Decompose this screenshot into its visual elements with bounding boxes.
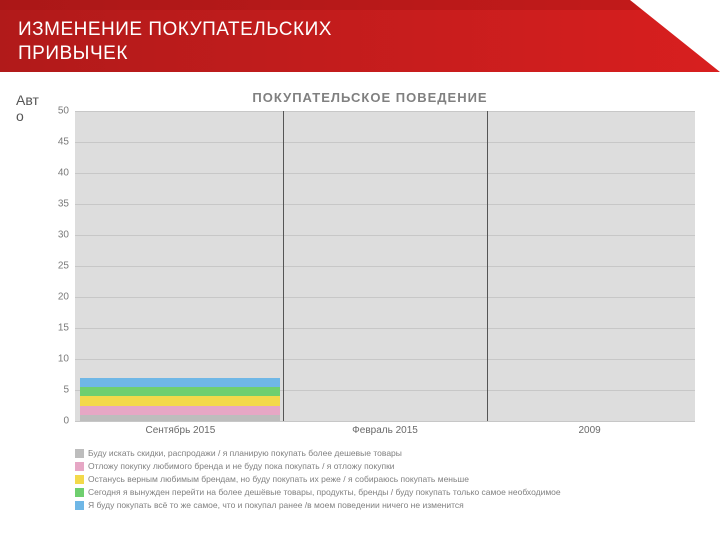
x-tick-label: Февраль 2015 [352, 425, 418, 436]
y-tick-label: 20 [45, 292, 69, 303]
banner-top-shade [0, 0, 720, 10]
bar-segment [80, 396, 280, 405]
y-axis: 05101520253035404550 [45, 111, 73, 421]
y-tick-label: 40 [45, 168, 69, 179]
legend-swatch [75, 488, 84, 497]
y-tick-label: 45 [45, 137, 69, 148]
chart-area: ПОКУПАТЕЛЬСКОЕ ПОВЕДЕНИЕ 0 5 10 15 20 25 30 35 4… [45, 90, 695, 512]
legend-swatch [75, 501, 84, 510]
legend-label: Отложу покупку любимого бренда и не буду… [88, 460, 395, 473]
y-tick-label: 10 [45, 354, 69, 365]
x-axis: Сентябрь 2015 Февраль 2015 2009 [75, 421, 695, 441]
legend-swatch [75, 462, 84, 471]
legend-label: Я буду покупать всё то же самое, что и п… [88, 499, 464, 512]
x-tick-label: Сентябрь 2015 [145, 425, 215, 436]
plot-area: 05101520253035404550 [45, 111, 695, 421]
bar-segment [80, 387, 280, 396]
page-title: ИЗМЕНЕНИЕ ПОКУПАТЕЛЬСКИХ ПРИВЫЧЕК [18, 18, 438, 66]
legend-item: Отложу покупку любимого бренда и не буду… [75, 460, 695, 473]
bar-segment [80, 378, 280, 387]
y-tick-label: 30 [45, 230, 69, 241]
legend-label: Останусь верным любимым брендам, но буду… [88, 473, 469, 486]
bar-segment [80, 406, 280, 415]
bar-group [80, 378, 280, 421]
legend-item: Я буду покупать всё то же самое, что и п… [75, 499, 695, 512]
legend-label: Буду искать скидки, распродажи / я плани… [88, 447, 402, 460]
legend: Буду искать скидки, распродажи / я плани… [75, 447, 695, 512]
x-tick-label: 2009 [578, 425, 600, 436]
banner-diagonal-cut [630, 0, 720, 72]
legend-swatch [75, 449, 84, 458]
legend-item: Останусь верным любимым брендам, но буду… [75, 473, 695, 486]
legend-swatch [75, 475, 84, 484]
legend-item: Сегодня я вынужден перейти на более дешё… [75, 486, 695, 499]
bar-layer [75, 111, 695, 421]
y-tick-label: 15 [45, 323, 69, 334]
y-tick-label: 35 [45, 199, 69, 210]
chart-title: ПОКУПАТЕЛЬСКОЕ ПОВЕДЕНИЕ [45, 90, 695, 105]
y-tick-label: 25 [45, 261, 69, 272]
title-banner: ИЗМЕНЕНИЕ ПОКУПАТЕЛЬСКИХ ПРИВЫЧЕК [0, 0, 720, 72]
legend-label: Сегодня я вынужден перейти на более дешё… [88, 486, 561, 499]
y-tick-label: 50 [45, 106, 69, 117]
y-tick-label: 0 [45, 416, 69, 427]
category-label: Авто [16, 92, 46, 124]
legend-item: Буду искать скидки, распродажи / я плани… [75, 447, 695, 460]
y-tick-label: 5 [45, 385, 69, 396]
